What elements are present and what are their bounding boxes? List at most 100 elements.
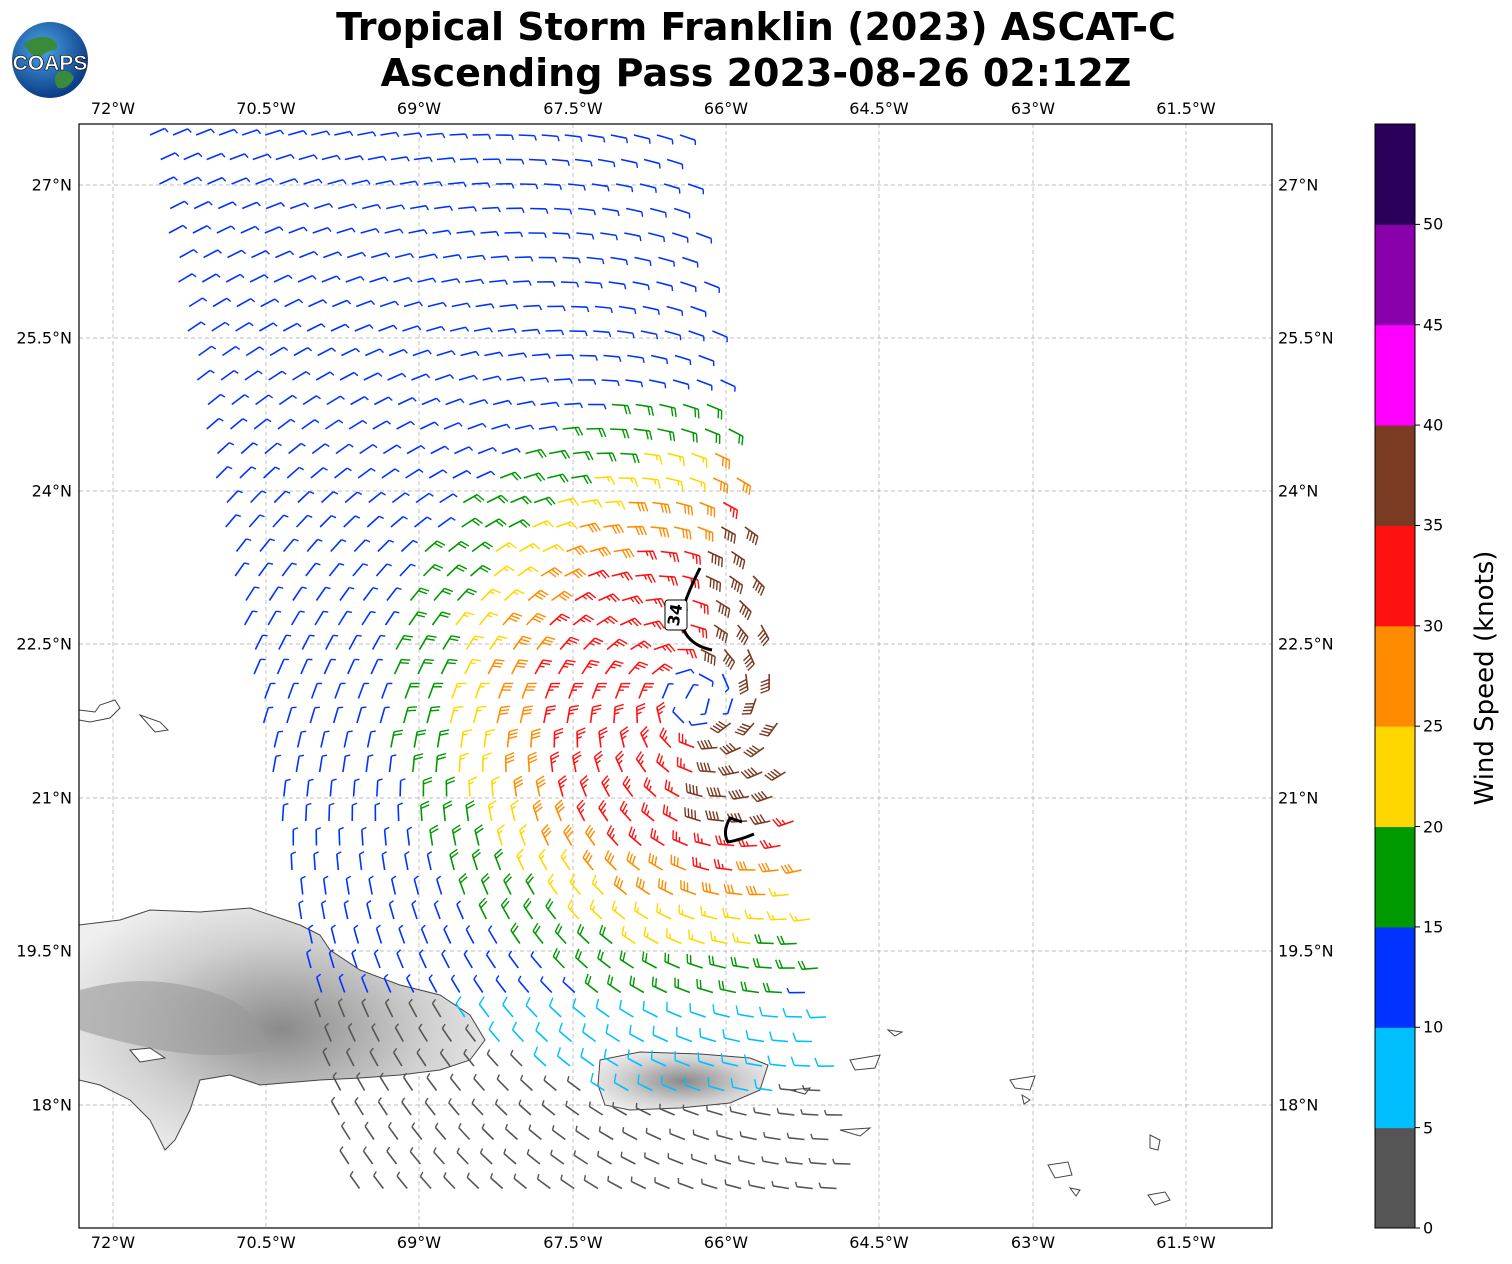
wind-barb — [264, 442, 278, 455]
wind-barb — [405, 468, 420, 479]
wind-barb — [518, 134, 535, 137]
wind-barb — [571, 756, 577, 773]
wind-barb-feather — [517, 854, 523, 860]
wind-barb — [323, 659, 332, 675]
wind-barb — [544, 683, 552, 699]
wind-barb — [508, 352, 525, 357]
wind-barb-feather — [394, 300, 400, 306]
wind-barb-feather — [394, 611, 400, 614]
wind-barb-feather — [226, 297, 232, 302]
wind-barb-feather — [764, 862, 771, 872]
wind-barb — [649, 379, 666, 385]
wind-barb — [545, 905, 557, 920]
colorbar-tick-label: 5 — [1423, 1118, 1434, 1138]
wind-barb-feather — [562, 976, 566, 982]
wind-barb-feather — [495, 659, 505, 662]
wind-barb-feather — [410, 253, 415, 259]
wind-barb-feather — [353, 371, 359, 377]
wind-barb-feather — [652, 1025, 655, 1035]
wind-barb-feather — [316, 395, 321, 400]
wind-barb-feather — [761, 730, 771, 734]
wind-barb-feather — [380, 491, 386, 496]
wind-barb-feather — [498, 635, 508, 639]
wind-barb — [172, 128, 189, 136]
wind-barb-feather — [609, 827, 615, 837]
wind-barb — [382, 444, 398, 455]
wind-barb-feather — [521, 159, 525, 165]
wind-barb-feather — [557, 925, 563, 935]
wind-barb — [396, 1175, 408, 1190]
wind-barb-feather — [675, 553, 680, 563]
wind-barb — [470, 564, 484, 577]
wind-barb-feather — [519, 520, 528, 528]
wind-barb-feather — [486, 1049, 491, 1055]
wind-barb-feather — [398, 924, 404, 929]
wind-barb-feather — [738, 789, 745, 798]
wind-barb — [346, 251, 363, 259]
wind-barb — [245, 586, 256, 601]
wind-barb-feather — [582, 849, 589, 858]
wind-barb — [286, 707, 293, 724]
wind-barb — [488, 1028, 501, 1043]
wind-barb — [630, 640, 645, 651]
wind-barb-feather — [590, 1072, 594, 1082]
wind-barb-feather — [638, 526, 644, 536]
wind-barb — [439, 1052, 451, 1067]
wind-barb — [441, 278, 458, 283]
wind-barb — [383, 829, 387, 846]
wind-barb-feather — [610, 307, 613, 314]
wind-barb-feather — [565, 1100, 568, 1106]
wind-barb-feather — [556, 802, 564, 810]
wind-barb-feather — [387, 1121, 392, 1127]
wind-barb-feather — [742, 482, 746, 492]
wind-barb — [540, 401, 557, 406]
wind-barb — [614, 683, 623, 699]
wind-barb-feather — [753, 1107, 756, 1113]
wind-barb — [240, 442, 254, 455]
wind-barb-feather — [388, 539, 395, 543]
wind-barb — [315, 371, 331, 381]
wind-barb — [413, 731, 418, 748]
wind-barb — [552, 232, 569, 235]
wind-barb-feather — [760, 678, 770, 684]
wind-barb — [598, 1130, 614, 1141]
wind-barb-feather — [526, 1149, 530, 1155]
wind-barb-feather — [722, 907, 726, 917]
wind-barb — [514, 256, 531, 259]
wind-barb — [565, 1105, 580, 1116]
wind-barb-feather — [361, 826, 367, 831]
wind-barb-feather — [458, 1122, 462, 1129]
wind-barb-feather — [517, 662, 527, 665]
wind-barb-feather — [278, 730, 284, 733]
wind-barb-feather — [606, 825, 613, 834]
wind-barb — [356, 707, 363, 724]
wind-barb-feather — [663, 236, 666, 243]
wind-barb-feather — [394, 468, 400, 473]
wind-barb-feather — [745, 1030, 749, 1040]
wind-barb — [476, 470, 492, 479]
wind-barb — [615, 757, 624, 773]
wind-barb — [700, 648, 716, 658]
wind-barb-feather — [454, 705, 464, 709]
wind-barb — [554, 805, 563, 822]
wind-barb-feather — [508, 400, 513, 406]
wind-barb-feather — [245, 177, 251, 183]
wind-barb-feather — [558, 775, 567, 782]
wind-barb — [513, 1177, 528, 1190]
wind-barb-feather — [632, 333, 635, 339]
wind-barb — [448, 1102, 460, 1116]
wind-barb-feather — [406, 709, 417, 712]
wind-barb-feather — [625, 429, 630, 439]
wind-barb — [678, 740, 695, 749]
wind-barb-feather — [504, 876, 513, 884]
wind-barb-feather — [375, 802, 381, 806]
wind-barb-feather — [742, 861, 748, 871]
wind-barb-feather — [647, 285, 650, 291]
wind-barb-feather — [482, 752, 492, 757]
wind-barb-feather — [601, 428, 607, 438]
wind-barb-feather — [597, 1150, 600, 1157]
wind-barb-feather — [582, 595, 588, 600]
wind-barb-feather — [399, 228, 404, 234]
wind-barb-feather — [503, 567, 509, 572]
wind-barb — [780, 942, 797, 946]
